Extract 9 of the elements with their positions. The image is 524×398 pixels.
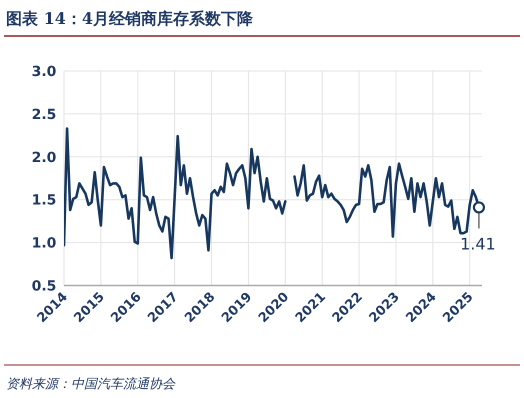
text: 资料来源：中国汽车流通协会: [6, 376, 176, 392]
y-tick-label: 1.5: [32, 192, 56, 209]
chart-title: 图表 14：4月经销商库存系数下降: [6, 9, 254, 28]
y-tick-label: 1.0: [32, 236, 57, 252]
y-tick-label: 2.5: [32, 106, 56, 123]
y-tick-label: 2.0: [32, 150, 57, 166]
y-tick-label: 0.5: [32, 278, 56, 294]
y-tick-label: 3.0: [32, 64, 57, 80]
data-label: 1.41: [460, 234, 496, 254]
